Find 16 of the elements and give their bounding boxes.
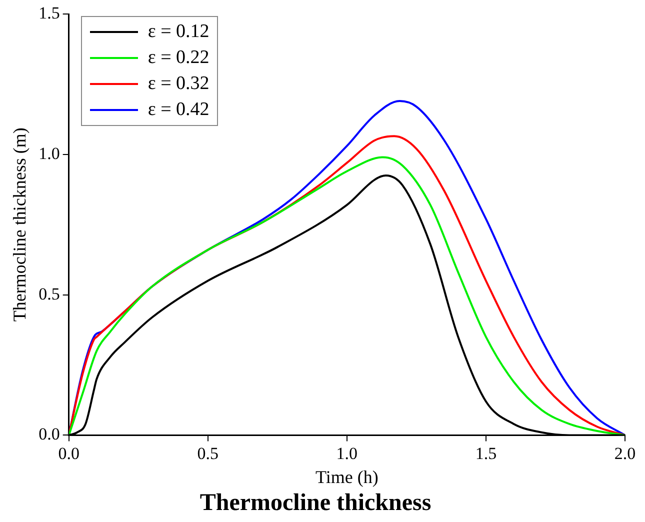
x-tick-label: 1.5	[475, 444, 497, 463]
x-axis-title: Time (h)	[316, 467, 378, 488]
legend-label: ε = 0.42	[148, 99, 210, 121]
y-tick-label: 1.0	[38, 144, 60, 163]
legend-label: ε = 0.32	[148, 73, 210, 95]
legend-label: ε = 0.12	[148, 21, 210, 43]
y-tick-label: 0.0	[38, 424, 60, 444]
y-tick-label: 1.5	[38, 3, 60, 22]
x-tick-label: 0.0	[58, 444, 80, 463]
y-axis-title: Thermocline thickness (m)	[10, 128, 30, 322]
legend-label: ε = 0.22	[148, 47, 210, 69]
x-tick-label: 2.0	[614, 444, 636, 463]
y-tick-label: 0.5	[38, 284, 60, 304]
x-tick-label: 1.0	[336, 444, 358, 463]
x-tick-label: 0.5	[197, 444, 219, 463]
text: Thermocline thickness	[200, 490, 432, 516]
